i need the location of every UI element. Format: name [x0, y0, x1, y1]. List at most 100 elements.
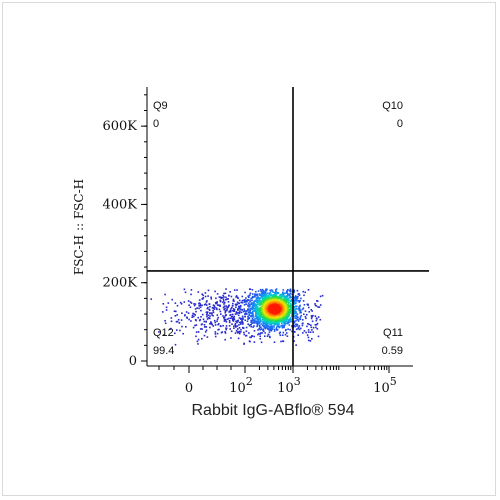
event-dot — [255, 297, 258, 299]
event-dot — [302, 300, 305, 302]
event-dot — [259, 321, 261, 323]
event-dot — [206, 311, 209, 313]
event-dot — [208, 309, 211, 311]
event-dot — [289, 290, 291, 293]
event-dot — [230, 330, 233, 333]
quadrant-name: Q10 — [382, 100, 403, 112]
event-dot — [252, 296, 254, 298]
event-dot — [229, 311, 232, 313]
event-dot — [247, 308, 249, 311]
event-dot — [255, 290, 257, 293]
event-dot — [287, 315, 290, 318]
event-dot — [205, 329, 208, 332]
event-dot — [176, 304, 179, 307]
event-dot — [228, 304, 230, 307]
event-dot — [193, 304, 196, 307]
event-dot — [275, 290, 277, 293]
event-dot — [256, 324, 259, 326]
quadrant-name: Q11 — [383, 327, 403, 339]
event-dot — [319, 295, 322, 298]
event-dot — [256, 322, 258, 325]
event-dot — [198, 299, 201, 301]
event-dot — [212, 307, 215, 309]
y-tick-label: 600K — [102, 119, 137, 134]
event-dot — [287, 306, 290, 309]
event-dot — [170, 327, 172, 330]
event-dot — [287, 319, 290, 322]
event-dot — [232, 305, 234, 307]
event-dot — [316, 328, 319, 330]
event-dot — [252, 306, 255, 309]
event-dot — [295, 323, 297, 326]
event-dot — [237, 337, 240, 340]
event-dot — [270, 326, 273, 329]
event-dot — [295, 344, 297, 346]
event-dot — [236, 312, 238, 315]
event-dot — [282, 308, 284, 310]
event-dot — [274, 320, 276, 323]
event-dot — [219, 305, 221, 307]
event-dot — [262, 301, 264, 304]
event-dot — [311, 316, 313, 318]
event-dot — [228, 294, 230, 297]
event-dot — [264, 332, 266, 334]
event-dot — [274, 293, 277, 296]
event-dot — [307, 339, 310, 342]
event-dot — [216, 293, 219, 295]
event-dot — [282, 311, 285, 314]
event-dot — [254, 318, 256, 320]
event-dot — [205, 304, 208, 306]
event-dot — [295, 296, 297, 299]
event-dot — [232, 319, 234, 321]
event-dot — [260, 290, 262, 292]
event-dot — [306, 334, 309, 336]
event-dot — [269, 313, 272, 315]
event-dot — [296, 325, 298, 327]
quadrant-percentage: 0 — [153, 118, 159, 130]
event-dot — [271, 325, 274, 327]
event-dot — [288, 321, 290, 323]
event-dot — [281, 311, 283, 313]
event-dot — [236, 331, 239, 333]
event-dot — [307, 331, 310, 333]
event-dot — [250, 319, 252, 322]
event-dot — [240, 323, 242, 325]
event-dot — [265, 317, 268, 319]
event-dot — [204, 292, 207, 294]
event-dot — [310, 324, 312, 326]
event-dot — [227, 301, 230, 303]
event-dot — [225, 325, 228, 327]
event-dot — [279, 305, 282, 307]
event-dot — [162, 311, 164, 313]
event-dot — [183, 288, 186, 291]
event-dot — [252, 326, 254, 328]
axes: 0 200K 400K 600K 0 102 103 105 — [102, 87, 413, 396]
event-dot — [239, 304, 242, 307]
event-dot — [224, 338, 226, 341]
event-dot — [282, 299, 285, 301]
event-dot — [255, 294, 257, 297]
event-dot — [268, 292, 271, 294]
event-dot — [236, 328, 239, 330]
event-dot — [214, 290, 216, 293]
event-dot — [187, 312, 190, 314]
event-dot — [210, 322, 213, 325]
event-dot — [289, 328, 291, 331]
event-dot — [263, 325, 265, 327]
event-dot — [279, 294, 281, 296]
event-dot — [240, 317, 242, 320]
event-dot — [314, 303, 316, 305]
event-dot — [264, 316, 267, 318]
event-dot — [282, 318, 284, 321]
event-dot — [199, 328, 202, 330]
event-dot — [222, 324, 224, 327]
event-dot — [293, 289, 295, 291]
event-dot — [245, 303, 247, 305]
event-dot — [321, 294, 324, 297]
event-dot — [197, 343, 199, 345]
event-dot — [294, 317, 296, 319]
event-dot — [299, 304, 301, 307]
event-dot — [244, 301, 246, 304]
event-dot — [242, 327, 245, 329]
event-dot — [293, 290, 295, 293]
